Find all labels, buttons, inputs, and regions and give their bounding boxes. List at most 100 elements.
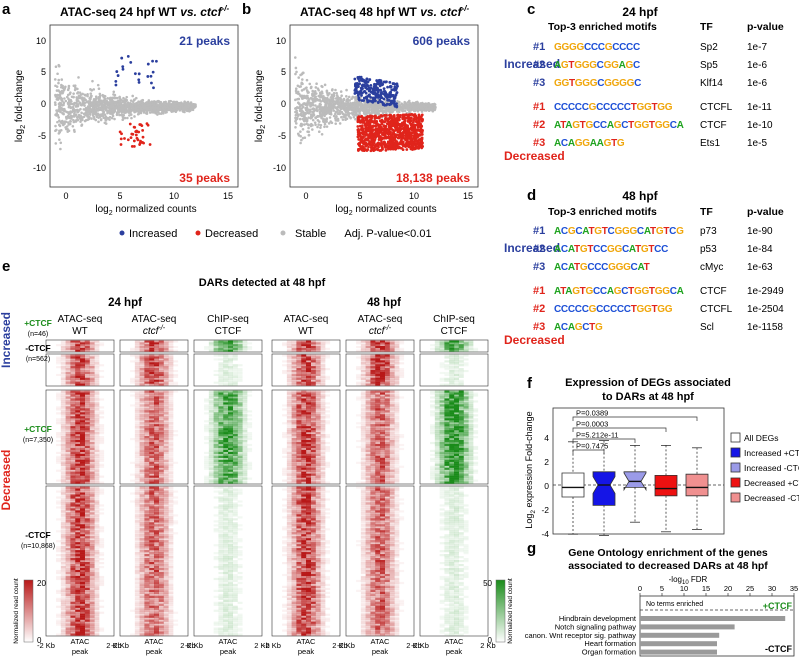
- stable-point: [111, 96, 114, 100]
- increased-point: [360, 84, 364, 87]
- heatmap-cell: [89, 346, 95, 349]
- stable-point: [307, 91, 310, 94]
- heatmap-cell: [60, 424, 66, 427]
- heatmap-cell: [84, 340, 90, 343]
- heatmap-cell: [84, 375, 90, 378]
- heatmap-cell: [80, 379, 85, 382]
- heatmap-cell: [94, 465, 100, 468]
- heatmap-cell: [65, 481, 71, 484]
- stable-point: [98, 98, 101, 101]
- decreased-point: [130, 144, 134, 148]
- heatmap-cell: [65, 368, 71, 371]
- heatmap-cell: [60, 453, 66, 456]
- stable-point: [313, 97, 316, 101]
- stable-point: [96, 83, 100, 87]
- heatmap-cell: [80, 416, 85, 419]
- heatmap-cell: [84, 534, 90, 537]
- heatmap-cell: [80, 432, 85, 435]
- heatmap-cell: [70, 370, 76, 373]
- heatmap-cell: [80, 377, 85, 380]
- heatmap-cell: [56, 479, 62, 482]
- heatmap-cell: [65, 420, 71, 423]
- stable-point: [61, 123, 65, 127]
- stable-point: [385, 111, 388, 115]
- heatmap-cell: [75, 414, 81, 417]
- heatmap-cell: [80, 356, 85, 359]
- stable-point: [71, 124, 75, 128]
- increased-point: [150, 81, 153, 85]
- stable-point: [330, 88, 334, 92]
- stable-point: [56, 120, 59, 124]
- heatmap-cell: [84, 416, 90, 419]
- panel-a-decreased-count: 35 peaks: [179, 171, 230, 185]
- stable-point: [298, 85, 301, 88]
- heatmap-cell: [84, 443, 90, 447]
- increased-point: [116, 74, 120, 77]
- stable-point: [120, 113, 123, 117]
- heatmap-cell: [84, 406, 90, 409]
- decreased-point: [360, 138, 364, 142]
- increased-point: [376, 79, 380, 83]
- heatmap-cell: [84, 514, 90, 517]
- heatmap-cell: [60, 358, 66, 361]
- decreased-point: [394, 141, 398, 145]
- motif-tf: CTCF: [700, 286, 727, 297]
- heatmap-cell: [94, 428, 100, 431]
- stable-point: [149, 108, 152, 112]
- heatmap-cell: [60, 404, 66, 407]
- decreased-point: [119, 137, 123, 141]
- heatmap-cell: [65, 379, 71, 382]
- stable-point: [326, 99, 329, 103]
- stable-point: [379, 109, 383, 113]
- heatmap-cell: [80, 526, 85, 529]
- heatmap-cell: [65, 504, 71, 507]
- stable-point: [146, 106, 150, 109]
- decreased-point: [372, 140, 376, 143]
- heatmap-cell: [65, 398, 71, 401]
- heatmap-cell: [70, 492, 76, 495]
- decreased-point: [357, 143, 361, 147]
- decreased-point: [412, 137, 415, 140]
- motif-rank: #3: [533, 261, 545, 273]
- stable-point: [325, 117, 329, 120]
- stable-point: [299, 141, 302, 145]
- stable-point: [190, 107, 193, 110]
- decreased-point: [132, 139, 136, 143]
- decreased-point: [420, 113, 424, 117]
- heatmap-cell: [80, 406, 85, 409]
- heatmap-cell: [70, 396, 76, 399]
- heatmap-cell: [65, 342, 71, 345]
- heatmap-cell: [56, 443, 62, 447]
- motif-pvalue: 1e-84: [747, 244, 773, 255]
- stable-point: [302, 95, 305, 99]
- heatmap-cell: [65, 522, 71, 525]
- heatmap-cell: [89, 518, 95, 521]
- column-subheader: ctcf-/-: [143, 325, 166, 337]
- stable-point: [118, 113, 121, 117]
- heatmap-cell: [65, 443, 71, 447]
- panel-letter-a: a: [2, 1, 11, 18]
- heatmap-cell: [94, 379, 100, 382]
- stable-point: [97, 116, 100, 119]
- heatmap-cell: [65, 449, 71, 453]
- stable-point: [139, 111, 143, 115]
- heatmap-cell: [60, 536, 66, 539]
- heatmap-cell: [89, 486, 95, 489]
- heatmap-cell: [70, 463, 76, 466]
- stable-point: [130, 116, 133, 120]
- heatmap-cell: [56, 455, 62, 458]
- heatmap-cell: [60, 356, 66, 359]
- stable-point: [56, 109, 59, 113]
- panel-c-decreased-label: Decreased: [504, 149, 565, 163]
- increased-point: [361, 87, 364, 91]
- heatmap-cell: [70, 432, 76, 435]
- heatmap-cell: [99, 432, 105, 435]
- heatmap-cell: [89, 502, 95, 505]
- heatmap-cell: [60, 475, 66, 478]
- stable-point: [390, 110, 393, 114]
- increased-point: [379, 88, 383, 92]
- decreased-point: [141, 140, 144, 144]
- heatmap-cell: [70, 502, 76, 505]
- heatmap-cell: [65, 418, 71, 421]
